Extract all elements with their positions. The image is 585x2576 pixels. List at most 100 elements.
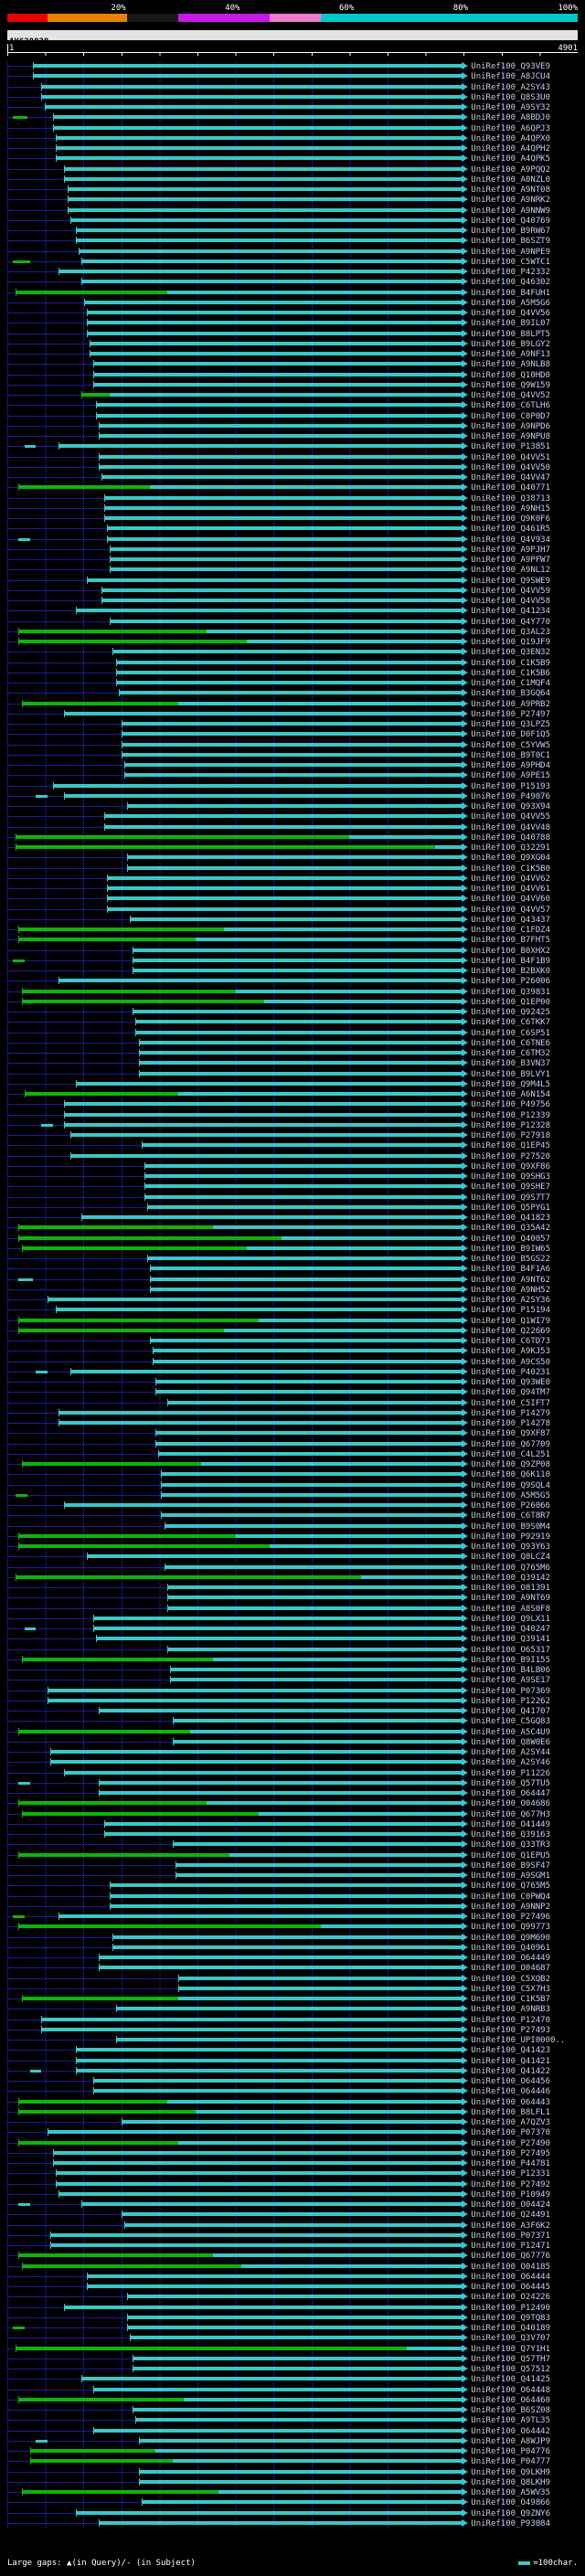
alignment-bar[interactable] [133, 946, 462, 954]
alignment-bar[interactable] [58, 977, 462, 985]
hit-label[interactable]: UniRef100_Q32291 [471, 843, 550, 853]
hit-label[interactable]: UniRef100_A5M5G6 [471, 298, 550, 308]
hit-label[interactable]: UniRef100_P40231 [471, 1367, 550, 1377]
hit-label[interactable]: UniRef100_Q19JF9 [471, 638, 550, 647]
alignment-bar[interactable] [184, 2397, 462, 2401]
hit-label[interactable]: UniRef100_Q9LKH9 [471, 2467, 550, 2477]
hit-label[interactable]: UniRef100_P12470 [471, 2015, 550, 2025]
alignment-bar[interactable] [52, 113, 462, 122]
hit-label[interactable]: UniRef100_O64443 [471, 2097, 550, 2107]
hit-label[interactable]: UniRef100_C6SP51 [471, 1028, 550, 1038]
alignment-bar[interactable] [247, 1246, 462, 1250]
alignment-bar[interactable] [18, 2395, 185, 2403]
hit-label[interactable]: UniRef100_A6QPJ3 [471, 123, 550, 133]
hit-label[interactable]: UniRef100_P27492 [471, 2179, 550, 2189]
alignment-bar[interactable] [64, 2303, 462, 2311]
hit-label[interactable]: UniRef100_P27497 [471, 709, 550, 719]
alignment-bar[interactable] [161, 1511, 462, 1520]
hit-label[interactable]: UniRef100_Q67709 [471, 1439, 550, 1449]
alignment-bar[interactable] [18, 1923, 322, 1931]
alignment-bar[interactable] [21, 1655, 213, 1663]
hit-label[interactable]: UniRef100_O41449 [471, 1819, 550, 1829]
alignment-bar[interactable] [115, 658, 462, 666]
alignment-bar[interactable] [64, 1768, 462, 1776]
hit-label[interactable]: UniRef100_A9NPD6 [471, 421, 550, 431]
alignment-bar[interactable] [18, 2252, 213, 2260]
hit-label[interactable]: UniRef100_C1K5B6 [471, 668, 550, 678]
alignment-bar[interactable] [229, 1852, 462, 1857]
alignment-bar[interactable] [138, 1069, 462, 1077]
hit-label[interactable]: UniRef100_Q461R5 [471, 525, 550, 535]
hit-label[interactable]: UniRef100_Q93X94 [471, 802, 550, 811]
hit-label[interactable]: UniRef100_A9NNP2 [471, 1902, 550, 1912]
hit-label[interactable]: UniRef100_B7FHT5 [471, 936, 550, 946]
alignment-bar[interactable] [138, 2436, 462, 2444]
hit-label[interactable]: UniRef100_Q4VV58 [471, 597, 550, 606]
hit-label[interactable]: UniRef100_Q9K0F6 [471, 514, 550, 524]
alignment-bar[interactable] [176, 1871, 462, 1879]
hit-label[interactable]: UniRef100_O64447 [471, 1789, 550, 1798]
hit-label[interactable]: UniRef100_C6TM32 [471, 1049, 550, 1058]
alignment-bar[interactable] [21, 1460, 202, 1468]
hit-label[interactable]: UniRef100_Q4VV51 [471, 452, 550, 462]
hit-label[interactable]: UniRef100_Q765M5 [471, 1882, 550, 1892]
hit-label[interactable]: UniRef100_P12471 [471, 2242, 550, 2251]
alignment-bar[interactable] [112, 1933, 462, 1941]
hit-label[interactable]: UniRef100_P11226 [471, 1768, 550, 1778]
alignment-bar[interactable] [195, 938, 462, 942]
hit-label[interactable]: UniRef100_A9NF13 [471, 350, 550, 359]
hit-label[interactable]: UniRef100_D0F1Q5 [471, 730, 550, 740]
hit-label[interactable]: UniRef100_Q39163 [471, 1830, 550, 1839]
alignment-bar[interactable] [69, 1131, 462, 1139]
hit-label[interactable]: UniRef100_O81391 [471, 1584, 550, 1593]
alignment-bar[interactable] [18, 627, 207, 635]
fragment-bar[interactable] [13, 1915, 25, 1918]
hit-label[interactable]: UniRef100_P93084 [471, 2518, 550, 2528]
alignment-bar[interactable] [270, 1544, 462, 1548]
alignment-bar[interactable] [47, 1696, 462, 1704]
hit-label[interactable]: UniRef100_C5IFT7 [471, 1398, 550, 1408]
alignment-bar[interactable] [121, 2210, 462, 2219]
alignment-bar[interactable] [178, 2140, 462, 2145]
alignment-bar[interactable] [16, 2344, 407, 2352]
hit-label[interactable]: UniRef100_B4F1A6 [471, 1265, 550, 1275]
hit-label[interactable]: UniRef100_B9SF47 [471, 1860, 550, 1871]
fragment-bar[interactable] [13, 959, 25, 962]
alignment-bar[interactable] [41, 82, 462, 90]
hit-label[interactable]: UniRef100_Q41823 [471, 1214, 550, 1223]
hit-label[interactable]: UniRef100_A9NH52 [471, 1285, 550, 1295]
alignment-bar[interactable] [195, 2109, 462, 2114]
alignment-bar[interactable] [169, 1676, 462, 1684]
hit-label[interactable]: UniRef100_Q46302 [471, 278, 550, 288]
alignment-bar[interactable] [166, 1645, 462, 1653]
alignment-bar[interactable] [150, 1265, 462, 1273]
hit-label[interactable]: UniRef100_Q9SQL4 [471, 1480, 550, 1490]
alignment-bar[interactable] [49, 1748, 462, 1755]
alignment-bar[interactable] [155, 1439, 462, 1447]
hit-label[interactable]: UniRef100_Q57512 [471, 2365, 550, 2374]
alignment-bar[interactable] [18, 1850, 230, 1859]
alignment-bar[interactable] [90, 339, 462, 347]
alignment-bar[interactable] [155, 1388, 462, 1396]
hit-label[interactable]: UniRef100_O64444 [471, 2272, 550, 2282]
hit-label[interactable]: UniRef100_Q3LPZ5 [471, 720, 550, 729]
alignment-bar[interactable] [58, 442, 462, 451]
alignment-bar[interactable] [47, 1296, 462, 1303]
hit-label[interactable]: UniRef100_B2BXK0 [471, 967, 550, 976]
alignment-bar[interactable] [115, 668, 462, 676]
alignment-bar[interactable] [218, 2490, 462, 2494]
alignment-bar[interactable] [135, 1028, 462, 1036]
alignment-bar[interactable] [127, 802, 462, 810]
alignment-bar[interactable] [321, 1924, 462, 1929]
alignment-bar[interactable] [110, 1892, 462, 1900]
hit-label[interactable]: UniRef100_A9NPU8 [471, 432, 550, 441]
alignment-bar[interactable] [110, 566, 462, 574]
hit-label[interactable]: UniRef100_Q4Y770 [471, 617, 550, 627]
alignment-bar[interactable] [104, 1830, 462, 1838]
hit-label[interactable]: UniRef100_B4FUH1 [471, 288, 550, 298]
hit-label[interactable]: UniRef100_P49756 [471, 1100, 550, 1110]
alignment-bar[interactable] [121, 2118, 462, 2125]
alignment-bar[interactable] [92, 380, 462, 388]
alignment-bar[interactable] [166, 1604, 462, 1612]
fragment-bar[interactable] [41, 1123, 53, 1127]
